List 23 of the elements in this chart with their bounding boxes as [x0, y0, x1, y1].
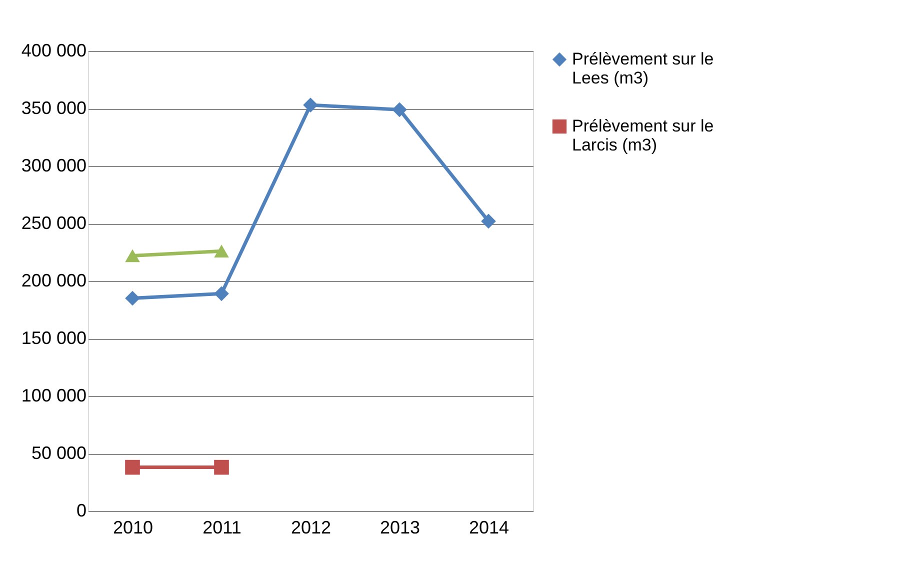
legend-label: Prélèvement sur le Larcis (m3): [572, 116, 714, 154]
point: [125, 460, 140, 475]
point: [303, 98, 318, 112]
point: [214, 460, 229, 475]
point: [125, 290, 140, 306]
y-tick-label: 350 000: [21, 98, 86, 118]
y-tick-label: 200 000: [21, 270, 86, 290]
y-tick-label: 50 000: [31, 443, 86, 463]
point: [392, 102, 407, 118]
x-tick-label: 2011: [202, 518, 242, 538]
legend-label: Prélèvement sur le Lees (m3): [572, 50, 714, 88]
x-tick-label: 2014: [468, 518, 510, 538]
point: [481, 214, 496, 229]
y-tick-label: 300 000: [21, 156, 86, 176]
point: [214, 286, 229, 302]
y-tick-label: 100 000: [21, 386, 86, 406]
x-tick-label: 2013: [380, 518, 420, 538]
y-tick-label: 250 000: [21, 213, 86, 233]
y-tick-label: 150 000: [21, 328, 86, 348]
x-tick-label: 2010: [112, 518, 154, 538]
y-tick-label: 0: [76, 500, 86, 520]
y-tick-label: 400 000: [21, 40, 86, 60]
x-tick-label: 2012: [290, 518, 332, 538]
